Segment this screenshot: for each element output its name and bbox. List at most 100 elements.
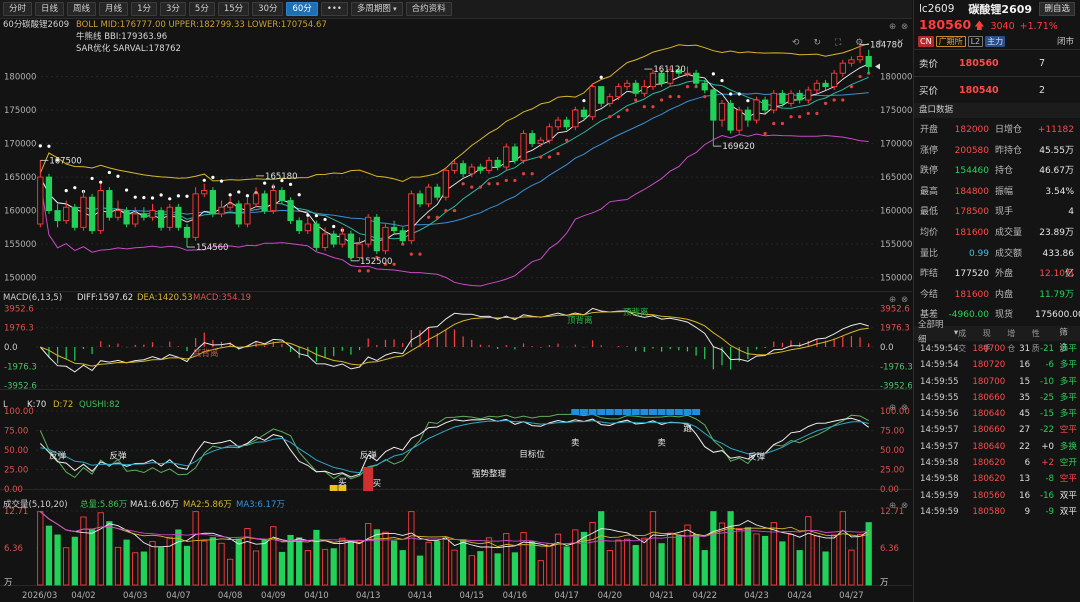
tick-cell: 45 (1019, 409, 1031, 420)
kd-signal: 目标位 (519, 449, 545, 460)
tick-row[interactable]: 14:59:58 180620 13 -8 空平 (914, 471, 1080, 487)
sar-dot (73, 186, 77, 190)
remove-watchlist-button[interactable]: 删自选 (1039, 1, 1075, 16)
x-axis-label: 04/24 (787, 591, 812, 601)
sar-dot (280, 178, 284, 183)
tick-row[interactable]: 14:59:59 180560 16 -16 双平 (914, 488, 1080, 504)
sar-dot (780, 121, 784, 126)
tick-row[interactable]: 14:59:54 180700 31 -21 多平 (914, 341, 1080, 357)
period-button-2[interactable]: 周线 (67, 2, 97, 16)
sar-dot (142, 195, 146, 200)
d-legend: D:72 (53, 400, 73, 410)
close-panel-icon: ⊗ (901, 22, 908, 32)
tick-row[interactable]: 14:59:58 180620 6 +2 空开 (914, 455, 1080, 471)
tick-cell: 180620 (972, 474, 1006, 485)
stat-label2: 内盘 (995, 289, 1014, 300)
candle-body (701, 82, 708, 91)
close-pane-icon[interactable]: ✕ (896, 38, 904, 48)
period-button-11[interactable]: 多周期图 (350, 2, 403, 16)
last-price: 180560 (919, 17, 972, 32)
volume-bar (718, 522, 726, 586)
kline-chart[interactable]: 180000 180000 175000 175000 170000 170000 1650… (0, 19, 912, 602)
refresh-icon[interactable]: ↻ (813, 38, 821, 48)
period-button-7[interactable]: 15分 (217, 2, 250, 16)
vol-axis-right: 6.36 (880, 544, 899, 554)
tick-row[interactable]: 14:59:57 180640 22 +0 多换 (914, 439, 1080, 455)
candle-body (546, 126, 553, 141)
x-axis-label: 04/22 (692, 591, 717, 601)
period-button-9[interactable]: 60分 (286, 2, 318, 16)
candle-body (45, 176, 53, 212)
period-button-8[interactable]: 30分 (252, 2, 284, 16)
y-axis-label: 155000 (4, 240, 36, 250)
period-button-5[interactable]: 3分 (159, 2, 186, 16)
restore-default-icon[interactable]: ⟲ (791, 38, 800, 48)
tick-row[interactable]: 14:59:54 180720 16 -6 多平 (914, 357, 1080, 373)
price-change: 3040 (990, 21, 1015, 32)
bid-row[interactable]: 买价 180540 2 (914, 77, 1080, 103)
filter-button[interactable]: 筛选 (1059, 327, 1068, 353)
candle-body (175, 206, 182, 228)
sar-dot (625, 108, 629, 112)
sar-dot (263, 181, 267, 185)
y-axis-label: 180000 (4, 73, 36, 83)
tick-row[interactable]: 14:59:56 180640 45 -15 多平 (914, 406, 1080, 422)
tick-cell: 多平 (1059, 392, 1077, 403)
tick-cell: 14:59:58 (920, 474, 959, 485)
period-button-10[interactable]: ••• (320, 2, 348, 16)
sar-dot (487, 182, 491, 186)
volume-bar (313, 529, 320, 586)
kd-axis: 50.00 (4, 446, 28, 456)
stat-value2: 11.79万 (1039, 289, 1074, 300)
x-axis-label: 04/10 (304, 591, 329, 601)
candle-body (848, 59, 855, 64)
period-button-12[interactable]: 合约资料 (405, 2, 452, 16)
bid-volume: 2 (1038, 84, 1045, 96)
period-button-4[interactable]: 1分 (131, 2, 157, 16)
tick-row[interactable]: 14:59:55 180700 15 -10 多平 (914, 374, 1080, 390)
volume-bar (365, 523, 372, 586)
macd-axis-right: 0.0 (880, 343, 894, 353)
tick-row[interactable]: 14:59:59 180580 9 -9 双平 (914, 504, 1080, 520)
qushi-legend: QUSHI:82 (79, 400, 120, 410)
sar-dot (521, 172, 526, 176)
fullscreen-icon[interactable]: ⛶ (834, 38, 842, 48)
stat-value2: 4 (1068, 207, 1074, 218)
chart-area[interactable]: 180000 180000 175000 175000 170000 170000 1650… (0, 19, 912, 602)
tick-cell: 14:59:54 (920, 360, 959, 371)
stat-value: 177520 (954, 269, 989, 280)
tick-row[interactable]: 14:59:55 180660 35 -25 多平 (914, 390, 1080, 406)
volume-bar (520, 532, 527, 586)
period-button-3[interactable]: 月线 (99, 2, 129, 16)
close-panel-icon: ⊗ (901, 501, 908, 511)
ma10-line (39, 76, 869, 240)
price-annotation: 169620 (722, 142, 754, 152)
period-button-0[interactable]: 分时 (3, 2, 33, 16)
ticks-title-dropdown[interactable]: 全部明细 ▾ (918, 320, 959, 346)
candle-body (80, 196, 87, 228)
volume-bar (304, 550, 311, 586)
tick-cell: 31 (1019, 343, 1031, 354)
candle-body (813, 82, 821, 91)
stat-label: 最低 (920, 207, 939, 218)
kd-signal: 买 (373, 479, 382, 489)
signal-box (571, 409, 580, 415)
volume-bar (675, 535, 682, 586)
settings-icon[interactable]: ⚙ (855, 38, 864, 48)
sar-dot (668, 95, 672, 99)
period-button-1[interactable]: 日线 (35, 2, 65, 16)
pin-icon[interactable]: ⌖ (877, 38, 883, 48)
tick-row[interactable]: 14:59:57 180660 27 -22 空平 (914, 422, 1080, 438)
sar-dot (806, 111, 810, 116)
period-button-6[interactable]: 5分 (188, 2, 215, 16)
volume-bar (175, 529, 182, 586)
kd-axis-right: 25.00 (880, 466, 904, 476)
volume-bar (356, 540, 363, 586)
macd-dea-legend: DEA:1420.53 (137, 293, 193, 303)
y-axis-label: 175000 (4, 106, 36, 116)
candle-body (132, 213, 139, 225)
ask-row[interactable]: 卖价 180560 7 (914, 50, 1080, 76)
tick-cell: -16 (1039, 490, 1055, 501)
sar-dot (642, 105, 646, 109)
tick-cell: 15 (1019, 376, 1031, 387)
